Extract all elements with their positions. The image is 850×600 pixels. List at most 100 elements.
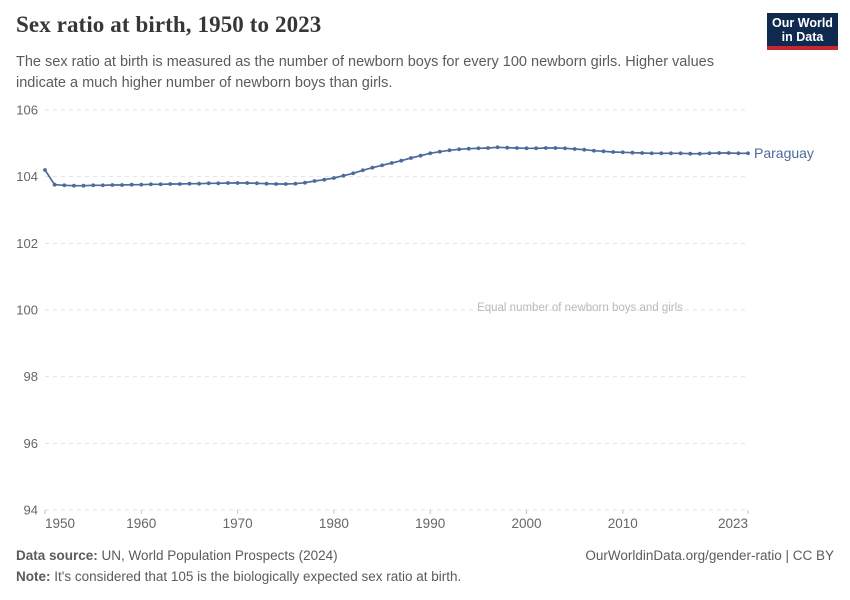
chart-subtitle: The sex ratio at birth is measured as th… <box>16 54 714 91</box>
data-point[interactable] <box>341 173 346 178</box>
data-point[interactable] <box>534 146 538 151</box>
data-point[interactable] <box>678 151 683 156</box>
chart-note: Note: It's considered that 105 is the bi… <box>16 569 834 584</box>
data-point[interactable] <box>418 153 423 158</box>
data-point[interactable] <box>515 146 519 150</box>
data-point[interactable] <box>669 151 673 156</box>
data-point[interactable] <box>640 151 644 155</box>
data-point[interactable] <box>717 151 721 155</box>
data-point[interactable] <box>91 183 96 188</box>
data-point[interactable] <box>264 181 269 186</box>
y-tick-label: 104 <box>16 169 38 184</box>
data-point[interactable] <box>659 151 664 156</box>
data-point[interactable] <box>293 181 298 186</box>
data-point[interactable] <box>457 147 461 152</box>
data-point[interactable] <box>630 150 635 155</box>
data-point[interactable] <box>149 182 153 187</box>
data-point[interactable] <box>312 179 317 183</box>
entity-label-paraguay[interactable]: Paraguay <box>754 145 814 161</box>
data-point[interactable] <box>553 146 558 150</box>
y-tick-label: 106 <box>16 103 38 118</box>
data-point[interactable] <box>255 181 259 186</box>
data-point[interactable] <box>466 146 471 151</box>
data-point[interactable] <box>505 145 510 150</box>
data-point[interactable] <box>726 151 731 155</box>
x-tick-label: 1960 <box>126 516 156 531</box>
data-point[interactable] <box>168 182 173 186</box>
data-point[interactable] <box>543 146 548 150</box>
data-point[interactable] <box>620 150 625 155</box>
data-point[interactable] <box>389 161 394 165</box>
data-point[interactable] <box>649 151 654 156</box>
data-point[interactable] <box>476 146 481 151</box>
data-point[interactable] <box>52 182 57 187</box>
x-tick-label: 1950 <box>45 516 75 531</box>
data-point[interactable] <box>428 151 433 156</box>
citation-link[interactable]: OurWorldinData.org/gender-ratio | CC BY <box>585 548 834 563</box>
data-point[interactable] <box>524 146 529 151</box>
data-point[interactable] <box>495 145 500 150</box>
data-point[interactable] <box>437 149 442 154</box>
y-tick-label: 100 <box>16 303 38 318</box>
data-point[interactable] <box>351 171 356 176</box>
y-tick-label: 96 <box>24 436 38 451</box>
x-tick-label: 1980 <box>319 516 349 531</box>
x-tick-label: 2023 <box>718 516 748 531</box>
data-point[interactable] <box>206 181 211 186</box>
data-point[interactable] <box>736 151 741 156</box>
data-point[interactable] <box>572 147 577 151</box>
data-point[interactable] <box>688 151 693 156</box>
data-point[interactable] <box>370 165 375 170</box>
data-point[interactable] <box>177 182 182 186</box>
data-point[interactable] <box>380 163 384 168</box>
data-point[interactable] <box>601 149 606 154</box>
data-point[interactable] <box>447 148 452 153</box>
data-point[interactable] <box>274 182 278 186</box>
data-point[interactable] <box>216 181 221 186</box>
data-point[interactable] <box>187 181 192 186</box>
annotation-equal-ratio: Equal number of newborn boys and girls <box>477 302 683 314</box>
data-point[interactable] <box>746 151 750 156</box>
x-tick-label: 1970 <box>223 516 253 531</box>
data-point[interactable] <box>245 181 250 185</box>
y-tick-label: 98 <box>24 369 38 384</box>
data-point[interactable] <box>129 182 134 187</box>
data-point[interactable] <box>100 183 105 188</box>
data-point[interactable] <box>158 182 163 187</box>
data-point[interactable] <box>283 182 288 186</box>
data-point[interactable] <box>697 151 702 156</box>
data-point[interactable] <box>110 183 115 187</box>
data-point[interactable] <box>322 177 327 182</box>
data-point[interactable] <box>486 146 490 150</box>
y-tick-label: 94 <box>24 503 38 518</box>
data-point[interactable] <box>120 183 124 187</box>
data-point[interactable] <box>563 146 567 151</box>
data-point[interactable] <box>139 182 144 187</box>
owid-logo-line1: Our World <box>772 15 833 30</box>
data-point[interactable] <box>303 180 307 185</box>
note-label: Note: <box>16 569 51 584</box>
x-tick-label: 2010 <box>608 516 638 531</box>
data-point[interactable] <box>226 181 230 185</box>
data-point[interactable] <box>409 156 413 160</box>
data-point[interactable] <box>360 168 365 173</box>
data-point[interactable] <box>81 183 86 188</box>
page-title: Sex ratio at birth, 1950 to 2023 <box>16 12 322 37</box>
x-tick-label: 2000 <box>511 516 541 531</box>
data-point[interactable] <box>707 151 712 156</box>
data-point[interactable] <box>197 181 202 186</box>
data-source-label: Data source: <box>16 548 98 563</box>
data-point[interactable] <box>399 158 404 163</box>
chart-footer: Data source: UN, World Population Prospe… <box>16 548 834 563</box>
data-point[interactable] <box>582 147 587 152</box>
data-point[interactable] <box>62 183 67 188</box>
x-tick-label: 1990 <box>415 516 445 531</box>
data-point[interactable] <box>235 181 240 185</box>
data-point[interactable] <box>592 148 596 153</box>
data-point[interactable] <box>611 150 616 154</box>
data-point[interactable] <box>332 176 336 180</box>
data-point[interactable] <box>43 168 47 172</box>
owid-logo[interactable]: Our World in Data <box>767 13 838 50</box>
data-point[interactable] <box>72 183 76 188</box>
